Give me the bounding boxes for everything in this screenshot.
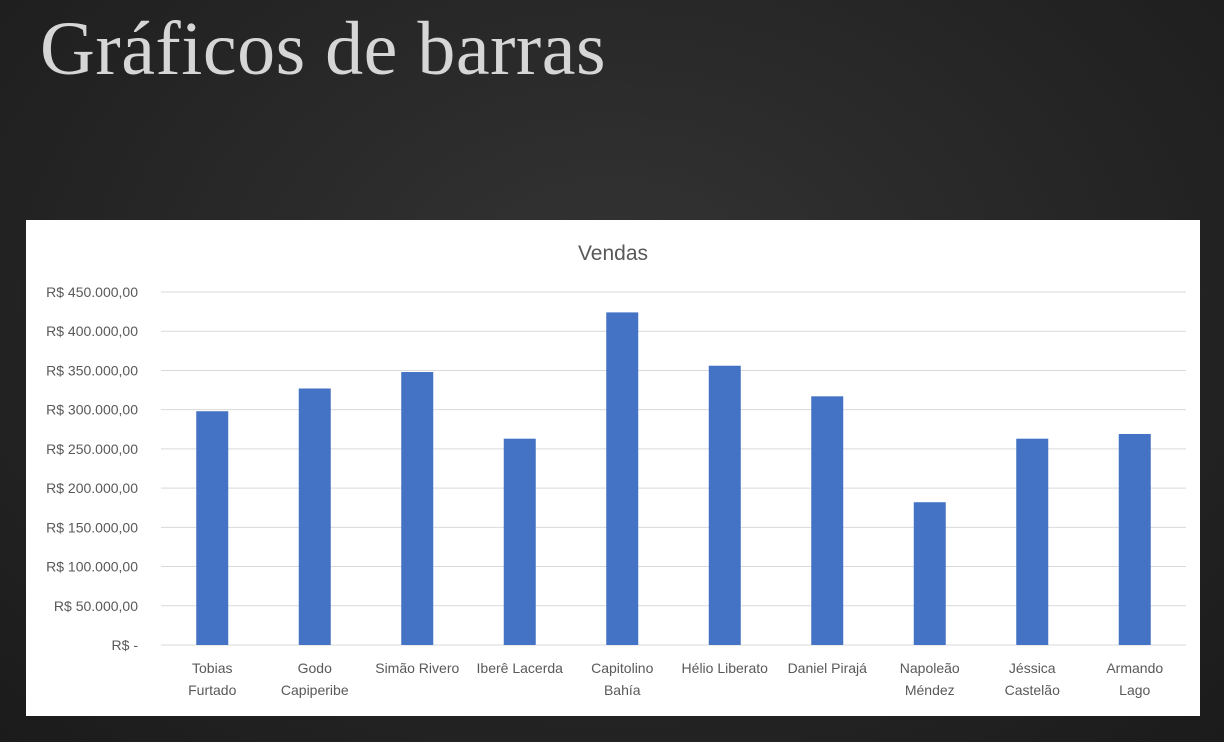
x-tick-label-line: Furtado xyxy=(188,682,236,698)
x-tick-label: Jéssica Castelão xyxy=(1005,660,1060,698)
bar xyxy=(401,372,434,645)
y-tick-label: R$ 200.000,00 xyxy=(46,480,138,496)
y-tick-label: R$ 350.000,00 xyxy=(46,362,138,378)
bar xyxy=(298,388,331,645)
bar xyxy=(503,438,536,645)
bar xyxy=(708,365,741,645)
y-tick-label: R$ 300.000,00 xyxy=(46,402,138,418)
y-axis-ticks: R$ - R$ 50.000,00 R$ 100.000,00 R$ 150.000,… xyxy=(46,284,138,653)
x-tick-label-line: Jéssica xyxy=(1009,660,1056,676)
x-tick-label: Napoleão Méndez xyxy=(900,660,960,698)
y-tick-label: R$ 150.000,00 xyxy=(46,519,138,535)
x-tick-label-line: Lago xyxy=(1119,682,1150,698)
x-tick-label-line: Capitolino xyxy=(591,660,653,676)
bars xyxy=(196,312,1151,645)
x-tick-label-line: Napoleão xyxy=(900,660,960,676)
bar xyxy=(196,411,229,645)
x-tick-label-line: Hélio Liberato xyxy=(682,660,769,676)
y-tick-label: R$ 400.000,00 xyxy=(46,323,138,339)
gridlines xyxy=(161,291,1186,646)
y-tick-label: R$ 450.000,00 xyxy=(46,284,138,300)
x-tick-label-line: Armando xyxy=(1106,660,1163,676)
chart-title: Vendas xyxy=(578,242,648,265)
x-tick-label-line: Castelão xyxy=(1005,682,1060,698)
bar xyxy=(811,396,844,645)
x-tick-label-line: Tobias xyxy=(192,660,232,676)
x-tick-label-line: Daniel Pirajá xyxy=(788,660,868,676)
chart-svg: Vendas R$ - R$ 50.000,00 R$ 100.000,00 R$ 1… xyxy=(46,242,1186,698)
bar xyxy=(913,502,946,645)
x-tick-label-line: Godo xyxy=(298,660,332,676)
x-tick-label-line: Simão Rivero xyxy=(375,660,459,676)
bar xyxy=(1016,438,1049,645)
bar xyxy=(606,312,639,645)
bar xyxy=(1118,433,1151,645)
x-tick-label: Capitolino Bahía xyxy=(591,660,653,698)
x-tick-label: Armando Lago xyxy=(1106,660,1163,698)
x-tick-label: Godo Capiperibe xyxy=(281,660,349,698)
bar-chart: Vendas R$ - R$ 50.000,00 R$ 100.000,00 R$ 1… xyxy=(26,220,1200,716)
x-tick-label: Daniel Pirajá xyxy=(788,660,868,676)
x-tick-label: Tobias Furtado xyxy=(188,660,236,698)
x-axis-ticks: Tobias Furtado Godo Capiperibe Simão Rivero I… xyxy=(188,660,1163,698)
x-tick-label-line: Iberê Lacerda xyxy=(477,660,564,676)
x-tick-label: Simão Rivero xyxy=(375,660,459,676)
x-tick-label-line: Méndez xyxy=(905,682,955,698)
y-tick-label: R$ 250.000,00 xyxy=(46,441,138,457)
y-tick-label: R$ - xyxy=(112,637,139,653)
x-tick-label-line: Capiperibe xyxy=(281,682,349,698)
slide-title: Gráficos de barras xyxy=(40,7,607,91)
x-tick-label: Hélio Liberato xyxy=(682,660,769,676)
x-tick-label-line: Bahía xyxy=(604,682,641,698)
x-tick-label: Iberê Lacerda xyxy=(477,660,564,676)
y-tick-label: R$ 50.000,00 xyxy=(54,598,138,614)
y-tick-label: R$ 100.000,00 xyxy=(46,559,138,575)
